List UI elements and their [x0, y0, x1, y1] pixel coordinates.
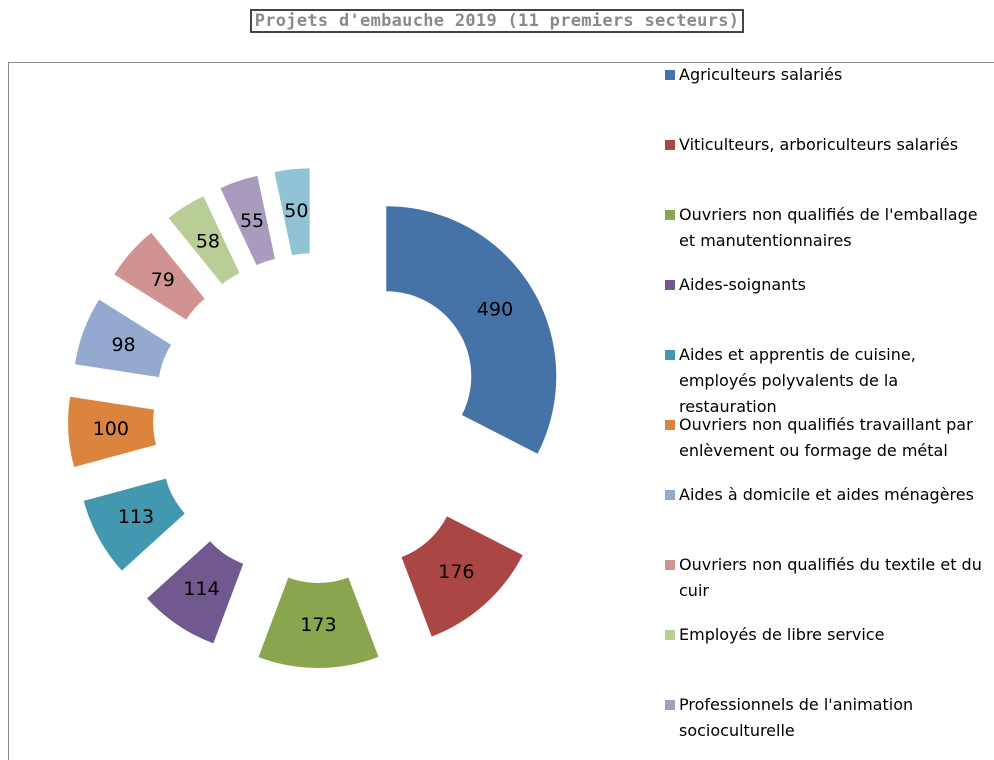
legend-label: Agriculteurs salariés	[679, 65, 843, 84]
donut-slice	[220, 175, 275, 266]
legend-swatch	[665, 70, 675, 80]
donut-slice	[114, 232, 205, 320]
legend-swatch	[665, 560, 675, 570]
legend-swatch	[665, 420, 675, 430]
donut-slice	[168, 196, 240, 285]
data-label: 100	[93, 418, 129, 440]
legend-label: Aides à domicile et aides ménagères	[679, 485, 974, 504]
title-box: Projets d'embauche 2019 (11 premiers sec…	[0, 9, 994, 33]
chart-title: Projets d'embauche 2019 (11 premiers sec…	[249, 9, 745, 33]
donut-slice	[83, 478, 185, 571]
donut-slice	[386, 206, 557, 454]
legend-swatch	[665, 210, 675, 220]
legend-swatch	[665, 630, 675, 640]
donut-slice	[68, 396, 157, 468]
data-label: 55	[240, 210, 264, 232]
legend-item: Agriculteurs salariés	[665, 62, 985, 88]
legend-swatch	[665, 280, 675, 290]
legend-item: Aides et apprentis de cuisine, employés …	[665, 342, 985, 420]
legend-swatch	[665, 700, 675, 710]
legend-swatch	[665, 350, 675, 360]
data-label: 176	[438, 561, 474, 583]
legend-label: Ouvriers non qualifiés de l'emballage et…	[679, 205, 978, 250]
legend-item: Ouvriers non qualifiés du textile et du …	[665, 552, 985, 604]
legend-label: Aides et apprentis de cuisine, employés …	[679, 345, 916, 416]
legend-swatch	[665, 140, 675, 150]
legend-label: Viticulteurs, arboriculteurs salariés	[679, 135, 959, 154]
donut-slice	[258, 577, 379, 668]
data-label: 114	[183, 578, 219, 600]
data-label: 98	[111, 334, 135, 356]
data-label: 490	[477, 298, 513, 320]
legend-item: Aides à domicile et aides ménagères	[665, 482, 985, 508]
legend-item: Viticulteurs, arboriculteurs salariés	[665, 132, 985, 158]
legend-label: Employés de libre service	[679, 625, 885, 644]
legend-swatch	[665, 490, 675, 500]
data-label: 113	[118, 506, 154, 528]
legend-item: Ouvriers non qualifiés de l'emballage et…	[665, 202, 985, 254]
legend-label: Ouvriers non qualifiés travaillant par e…	[679, 415, 973, 460]
data-label: 173	[300, 614, 336, 636]
data-label: 58	[196, 231, 220, 253]
donut-slice	[75, 299, 172, 378]
legend-label: Professionnels de l'animation sociocultu…	[679, 695, 914, 740]
legend-item: Aides-soignants	[665, 272, 985, 298]
data-label: 50	[284, 200, 308, 222]
legend-item: Ouvriers non qualifiés travaillant par e…	[665, 412, 985, 464]
legend-label: Ouvriers non qualifiés du textile et du …	[679, 555, 982, 600]
chart-frame	[8, 62, 994, 760]
data-label: 79	[151, 269, 175, 291]
legend-item: Employés de libre service	[665, 622, 985, 648]
donut-slice	[401, 516, 523, 637]
donut-slice	[147, 541, 244, 644]
legend-label: Aides-soignants	[679, 275, 806, 294]
legend-item: Professionnels de l'animation sociocultu…	[665, 692, 985, 744]
donut-slice	[274, 168, 310, 256]
